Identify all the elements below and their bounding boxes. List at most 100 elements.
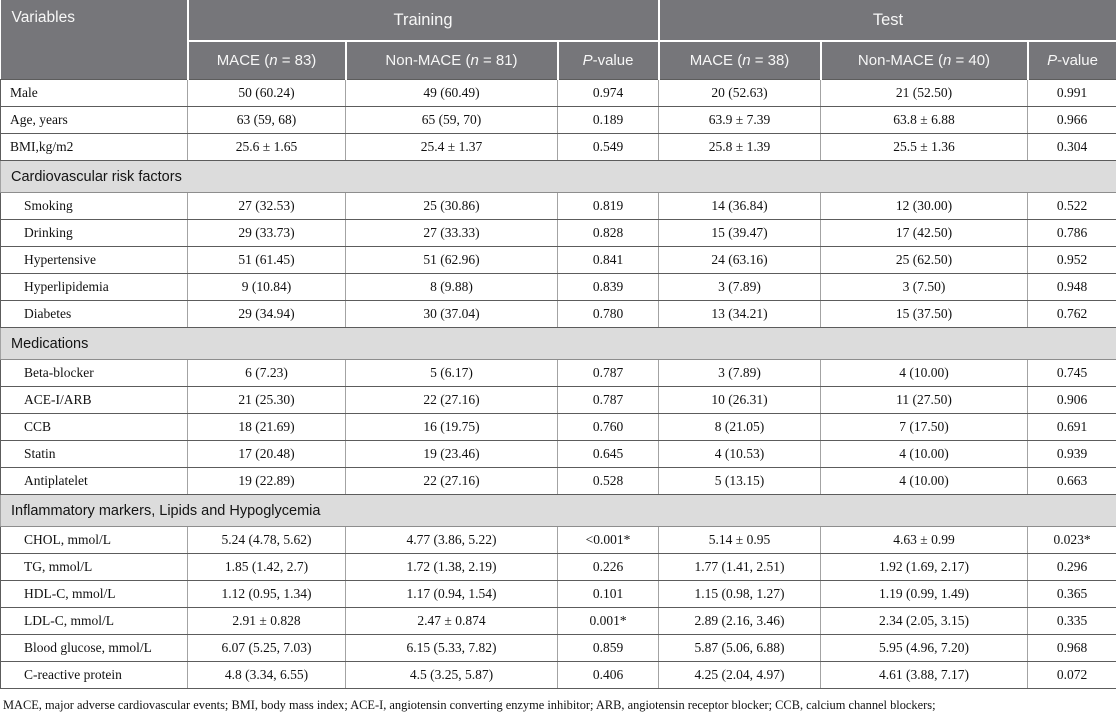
cell-value: 63 (59, 68) [187, 106, 346, 134]
table-row: Antiplatelet 19 (22.89) 22 (27.16) 0.528 5 (… [0, 467, 1116, 495]
col-header-text: -value [592, 52, 634, 69]
footnote-abbreviations-1: MACE, major adverse cardiovascular event… [3, 698, 936, 712]
cell-value: 0.991 [1026, 79, 1116, 107]
cell-value: 15 (37.50) [820, 300, 1028, 328]
cell-value: 4 (10.00) [820, 440, 1028, 468]
cell-value: 51 (62.96) [345, 246, 558, 274]
cell-value: 7 (17.50) [820, 413, 1028, 441]
cell-value: 27 (33.33) [345, 219, 558, 247]
col-header-italic: n [942, 52, 952, 69]
table-body: Male 50 (60.24) 49 (60.49) 0.974 20 (52.63) 2… [0, 79, 1116, 689]
cell-value: 0.760 [557, 413, 659, 441]
cell-value: 8 (21.05) [658, 413, 821, 441]
cell-value: 0.189 [557, 106, 659, 134]
table-row: CCB 18 (21.69) 16 (19.75) 0.760 8 (21.05) 7 (… [0, 413, 1116, 441]
section-row: Inflammatory markers, Lipids and Hypogly… [0, 494, 1116, 527]
col-header-text: Non-MACE ( [857, 52, 943, 69]
cell-value: 0.906 [1026, 386, 1116, 414]
row-label: ACE-I/ARB [0, 386, 188, 414]
row-label: Statin [0, 440, 188, 468]
section-label: Cardiovascular risk factors [0, 160, 1116, 193]
cell-value: 6.15 (5.33, 7.82) [345, 634, 558, 662]
cell-value: 12 (30.00) [820, 192, 1028, 220]
row-label: Hypertensive [0, 246, 188, 274]
cell-value: 1.12 (0.95, 1.34) [187, 580, 346, 608]
cell-value: 5.95 (4.96, 7.20) [820, 634, 1028, 662]
cell-value: 4.8 (3.34, 6.55) [187, 661, 346, 689]
col-header-test-mace: MACE (n = 38) [658, 41, 822, 80]
cell-value: 0.828 [557, 219, 659, 247]
row-label: Diabetes [0, 300, 188, 328]
cell-value: 0.839 [557, 273, 659, 301]
table-row: TG, mmol/L 1.85 (1.42, 2.7) 1.72 (1.38, 2.… [0, 553, 1116, 581]
cell-value: 0.226 [557, 553, 659, 581]
row-label: TG, mmol/L [0, 553, 188, 581]
table-row: CHOL, mmol/L 5.24 (4.78, 5.62) 4.77 (3.86,… [0, 526, 1116, 554]
col-header-training-pvalue: P-value [557, 41, 660, 80]
cell-value: 5 (6.17) [345, 359, 558, 387]
section-label: Inflammatory markers, Lipids and Hypogly… [0, 494, 1116, 527]
row-label: Hyperlipidemia [0, 273, 188, 301]
cell-value: 0.841 [557, 246, 659, 274]
cell-value: 0.780 [557, 300, 659, 328]
cell-value: 5 (13.15) [658, 467, 821, 495]
cell-value: 0.762 [1026, 300, 1116, 328]
cell-value: 0.745 [1026, 359, 1116, 387]
cell-value: 5.14 ± 0.95 [658, 526, 821, 554]
cell-value: 20 (52.63) [658, 79, 821, 107]
col-header-italic: n [470, 52, 479, 69]
table-row: ACE-I/ARB 21 (25.30) 22 (27.16) 0.787 10 (26… [0, 386, 1116, 414]
cell-value: 4.61 (3.88, 7.17) [820, 661, 1028, 689]
cell-value: 1.15 (0.98, 1.27) [658, 580, 821, 608]
cell-value: 25.8 ± 1.39 [658, 133, 821, 161]
cell-value: 4.63 ± 0.99 [820, 526, 1028, 554]
cell-value: 3 (7.89) [658, 359, 821, 387]
cell-value: 27 (32.53) [187, 192, 346, 220]
cell-value: 0.528 [557, 467, 659, 495]
table-footnotes: MACE, major adverse cardiovascular event… [0, 689, 1116, 712]
baseline-characteristics-table: Variables Training Test MACE (n = 83) No… [0, 0, 1116, 689]
table-row: Male 50 (60.24) 49 (60.49) 0.974 20 (52.63) 2… [0, 79, 1116, 107]
cell-value: 2.47 ± 0.874 [345, 607, 558, 635]
col-header-italic: P [582, 52, 593, 69]
col-header-training-mace: MACE (n = 83) [187, 41, 347, 80]
cell-value: 51 (61.45) [187, 246, 346, 274]
table-row: LDL-C, mmol/L 2.91 ± 0.828 2.47 ± 0.874 0.0… [0, 607, 1116, 635]
cell-value: 0.296 [1026, 553, 1116, 581]
cell-value: 10 (26.31) [658, 386, 821, 414]
cell-value: 2.89 (2.16, 3.46) [658, 607, 821, 635]
cell-value: 21 (52.50) [820, 79, 1028, 107]
table-row: Drinking 29 (33.73) 27 (33.33) 0.828 15 (39.… [0, 219, 1116, 247]
row-label: Antiplatelet [0, 467, 188, 495]
cell-value: 25 (30.86) [345, 192, 558, 220]
col-header-italic: n [269, 52, 278, 69]
col-header-text: MACE ( [689, 52, 743, 69]
cell-value: 0.365 [1026, 580, 1116, 608]
table-row: Beta-blocker 6 (7.23) 5 (6.17) 0.787 3 (7.89… [0, 359, 1116, 387]
cell-value: 4 (10.53) [658, 440, 821, 468]
cell-value: 4 (10.00) [820, 359, 1028, 387]
row-label: CCB [0, 413, 188, 441]
cell-value: 17 (42.50) [820, 219, 1028, 247]
cell-value: 0.645 [557, 440, 659, 468]
col-header-training-nonmace: Non-MACE (n = 81) [345, 41, 559, 80]
cell-value: 4.5 (3.25, 5.87) [345, 661, 558, 689]
cell-value: 25.6 ± 1.65 [187, 133, 346, 161]
table-row: Age, years 63 (59, 68) 65 (59, 70) 0.189 63.… [0, 106, 1116, 134]
table-row: HDL-C, mmol/L 1.12 (0.95, 1.34) 1.17 (0.94… [0, 580, 1116, 608]
cell-value: 8 (9.88) [345, 273, 558, 301]
cell-value: 4.77 (3.86, 5.22) [345, 526, 558, 554]
cell-value: 5.24 (4.78, 5.62) [187, 526, 346, 554]
col-header-text: = 40) [951, 52, 991, 69]
row-label: LDL-C, mmol/L [0, 607, 188, 635]
row-label: Beta-blocker [0, 359, 188, 387]
cell-value: <0.001* [557, 526, 659, 554]
row-label: CHOL, mmol/L [0, 526, 188, 554]
cell-value: 25 (62.50) [820, 246, 1028, 274]
cell-value: 63.8 ± 6.88 [820, 106, 1028, 134]
cell-value: 0.952 [1026, 246, 1116, 274]
cell-value: 19 (22.89) [187, 467, 346, 495]
cell-value: 29 (34.94) [187, 300, 346, 328]
section-row: Medications [0, 327, 1116, 360]
